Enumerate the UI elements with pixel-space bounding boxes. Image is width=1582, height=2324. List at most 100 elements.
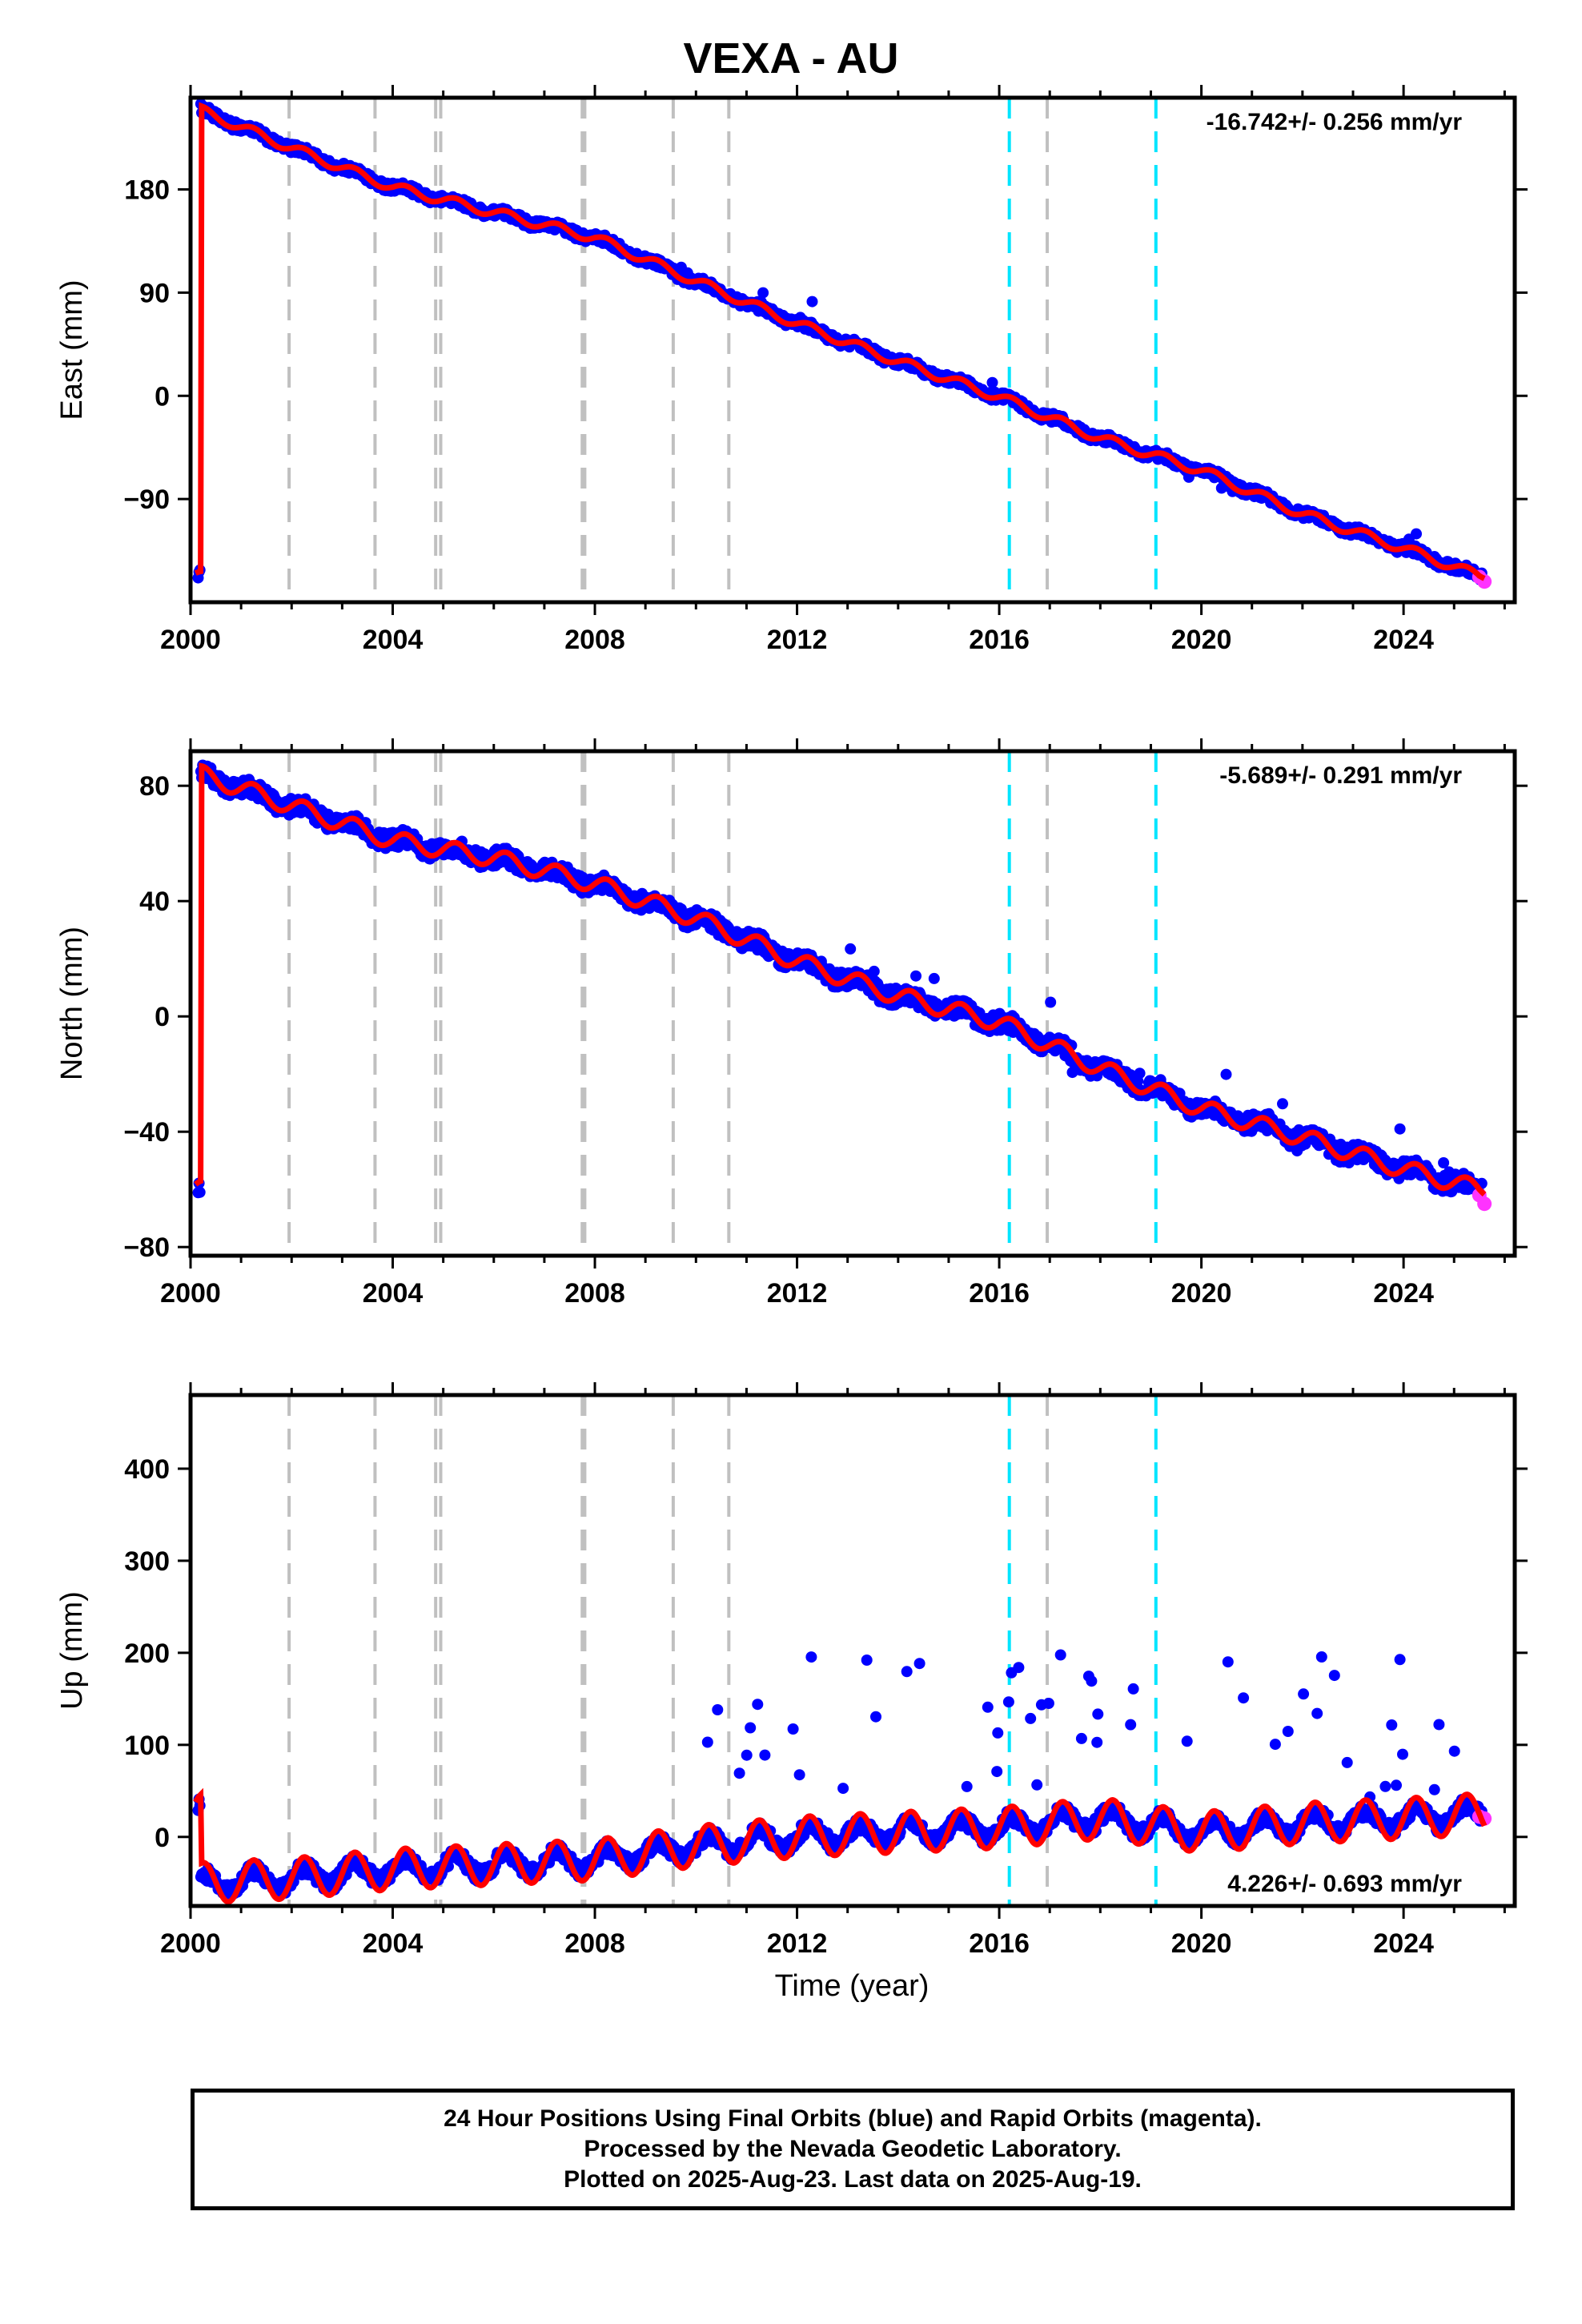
final-orbit-point xyxy=(1428,1783,1440,1795)
x-tick-label: 2012 xyxy=(767,625,828,655)
y-axis-title: East (mm) xyxy=(55,279,89,420)
final-orbit-point xyxy=(759,1749,771,1761)
final-orbit-point xyxy=(1386,1719,1398,1731)
final-orbit-point xyxy=(1391,1779,1402,1791)
final-orbit-point xyxy=(992,1727,1004,1739)
y-tick-label: 100 xyxy=(124,1731,170,1761)
final-orbit-point xyxy=(1042,1698,1054,1709)
x-tick-label: 2000 xyxy=(160,625,221,655)
final-orbit-point xyxy=(1127,1683,1139,1695)
final-orbit-point xyxy=(1220,1068,1232,1080)
final-orbit-point xyxy=(1315,1651,1327,1663)
plot-area xyxy=(192,98,1492,602)
x-tick-label: 2020 xyxy=(1171,1928,1232,1959)
model-curve xyxy=(194,762,1487,1197)
final-orbit-point xyxy=(745,1722,757,1734)
x-tick-label: 2012 xyxy=(767,1928,828,1959)
x-tick-label: 2008 xyxy=(564,1278,625,1309)
x-tick-label: 2000 xyxy=(160,1278,221,1309)
rate-label: 4.226+/- 0.693 mm/yr xyxy=(1227,1871,1462,1897)
final-orbit-point xyxy=(1341,1756,1353,1768)
x-tick-label: 2012 xyxy=(767,1278,828,1309)
final-orbit-point xyxy=(868,965,880,977)
final-orbit-point xyxy=(1397,1748,1408,1760)
x-tick-label: 2024 xyxy=(1373,1278,1434,1309)
rapid-orbit-point xyxy=(1477,1196,1492,1212)
final-orbit-point xyxy=(910,970,921,982)
final-orbit-point xyxy=(1282,1726,1294,1737)
y-tick-label: −80 xyxy=(123,1232,170,1263)
rate-label: -5.689+/- 0.291 mm/yr xyxy=(1219,762,1462,789)
plot-area xyxy=(192,1395,1492,1906)
model-curve xyxy=(194,102,1486,581)
final-orbit-point xyxy=(1181,1735,1193,1747)
final-orbit-point xyxy=(1277,1098,1288,1110)
panel-frame xyxy=(188,749,1517,1258)
final-orbit-point xyxy=(1411,528,1422,540)
final-orbit-point xyxy=(1394,1123,1406,1135)
final-orbit-point xyxy=(701,1736,713,1748)
y-axis-title: Up (mm) xyxy=(55,1591,89,1710)
final-orbit-point xyxy=(1125,1719,1137,1731)
final-orbit-point xyxy=(757,287,769,299)
final-orbit-point xyxy=(1311,1707,1323,1719)
final-orbit-point xyxy=(913,1658,926,1670)
final-orbit-point xyxy=(845,943,857,955)
final-orbit-point xyxy=(837,1783,849,1795)
x-tick-label: 2016 xyxy=(969,1278,1030,1309)
final-orbit-point xyxy=(1238,1692,1250,1704)
final-orbit-point xyxy=(1054,1649,1066,1661)
final-orbit-point xyxy=(861,1655,873,1666)
final-orbit-point xyxy=(870,1711,881,1723)
x-tick-label: 2024 xyxy=(1373,625,1434,655)
y-tick-label: 80 xyxy=(139,771,170,802)
footer-box: 24 Hour Positions Using Final Orbits (bl… xyxy=(191,2089,1515,2210)
final-orbit-point xyxy=(1298,1688,1310,1700)
page-title: VEXA - AU xyxy=(683,34,899,82)
final-orbit-point xyxy=(1092,1708,1104,1720)
final-orbit-point xyxy=(1438,1157,1450,1168)
final-orbit-point xyxy=(1045,996,1057,1008)
final-orbit-point xyxy=(928,972,940,984)
y-tick-label: 0 xyxy=(155,1823,170,1853)
footer-line-2: Processed by the Nevada Geodetic Laborat… xyxy=(584,2136,1122,2162)
final-orbit-point xyxy=(1134,1068,1146,1080)
x-tick-label: 2008 xyxy=(564,625,625,655)
east-panel: 2000 2004 2008 2012 2016 2020 2024 180 90 0 −90 Eas… xyxy=(55,85,1528,655)
final-orbit-point xyxy=(1031,1779,1043,1791)
y-tick-label: 0 xyxy=(155,381,170,412)
x-tick-label: 2016 xyxy=(969,625,1030,655)
final-orbit-point xyxy=(733,1767,745,1779)
x-tick-label: 2008 xyxy=(564,1928,625,1959)
final-orbit-point xyxy=(194,1186,206,1198)
x-tick-label: 2020 xyxy=(1171,1278,1232,1309)
final-orbit-point xyxy=(1433,1719,1445,1731)
final-orbit-points xyxy=(192,1649,1488,1902)
time-series-plots: 2000 2004 2008 2012 2016 2020 2024180900−90Eas… xyxy=(55,85,1528,2003)
y-tick-label: 180 xyxy=(124,175,170,206)
final-orbit-point xyxy=(712,1704,724,1715)
final-orbit-point xyxy=(961,1780,973,1792)
y-axis-title: North (mm) xyxy=(55,927,89,1080)
x-axis-title: Time (year) xyxy=(775,1969,930,2003)
y-tick-label: 200 xyxy=(124,1638,170,1669)
final-orbit-point xyxy=(1086,1675,1098,1687)
x-tick-label: 2004 xyxy=(363,1928,424,1959)
y-tick-label: 40 xyxy=(139,887,170,917)
y-tick-label: −90 xyxy=(123,485,170,515)
x-tick-label: 2004 xyxy=(363,625,424,655)
final-orbit-point xyxy=(982,1701,994,1713)
final-orbit-point xyxy=(1013,1662,1025,1674)
final-orbit-point xyxy=(1002,1696,1014,1708)
panel-frame xyxy=(188,95,1517,605)
final-orbit-point xyxy=(1025,1712,1037,1724)
y-tick-label: 90 xyxy=(139,278,170,308)
final-orbit-point xyxy=(806,296,818,308)
final-orbit-point xyxy=(752,1699,764,1711)
final-orbit-point xyxy=(1269,1739,1281,1751)
final-orbit-point xyxy=(1328,1670,1340,1682)
rate-label: -16.742+/- 0.256 mm/yr xyxy=(1207,109,1463,135)
footer-line-1: 24 Hour Positions Using Final Orbits (bl… xyxy=(444,2105,1262,2132)
final-orbit-point xyxy=(1379,1780,1391,1792)
x-tick-label: 2020 xyxy=(1171,625,1232,655)
